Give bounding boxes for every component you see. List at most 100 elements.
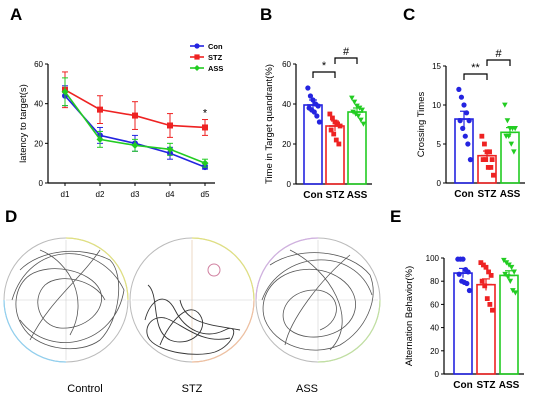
scatter-point — [456, 271, 462, 277]
scatter-point — [484, 149, 490, 155]
y-axis-label: latency to target(s) — [18, 84, 29, 163]
x-tick-label: Con — [454, 189, 473, 200]
significance-bracket — [463, 73, 488, 80]
scatter-point — [463, 110, 470, 116]
x-tick-label: d5 — [201, 190, 210, 199]
data-point — [96, 135, 104, 143]
scatter-point — [490, 307, 495, 313]
scatter-point — [466, 118, 472, 124]
panel-label-c: C — [403, 5, 415, 24]
x-tick-label: d4 — [166, 190, 175, 199]
scatter-point — [332, 119, 338, 125]
scatter-point — [482, 283, 488, 289]
scatter-point — [330, 115, 335, 121]
scatter-point — [358, 117, 364, 123]
data-point — [132, 112, 138, 119]
significance-mark: # — [495, 48, 502, 60]
y-tick-label: 5 — [437, 140, 442, 149]
scatter-point — [331, 131, 337, 137]
scatter-point — [336, 141, 342, 147]
panel-label-b: B — [260, 5, 272, 24]
significance-bracket — [486, 59, 511, 66]
scatter-point — [305, 85, 311, 91]
x-tick-label: d3 — [131, 190, 140, 199]
scatter-point — [484, 296, 490, 301]
scatter-point — [333, 137, 339, 143]
scatter-point — [487, 302, 493, 307]
scatter-point — [479, 278, 485, 284]
scatter-point — [457, 118, 463, 124]
scatter-point — [335, 121, 340, 127]
line-chart-latency: 0 20 40 60 d1 d2 d3 d4 d5 latency to target(s) * Co… — [18, 42, 223, 199]
scatter-point — [337, 123, 343, 129]
scatter-point — [350, 109, 356, 115]
significance-mark: * — [203, 108, 208, 120]
data-point — [166, 145, 174, 153]
maze-image-control — [3, 237, 129, 363]
y-tick-label: 20 — [430, 347, 439, 356]
scatter-point — [504, 274, 511, 280]
y-tick-label: 40 — [282, 100, 291, 109]
scatter-point — [354, 103, 360, 109]
maze-label-control: Control — [67, 383, 102, 395]
legend-marker — [194, 54, 200, 60]
scatter-point — [310, 97, 316, 103]
legend-marker — [194, 43, 200, 49]
scatter-point — [511, 269, 517, 275]
scatter-point — [456, 86, 462, 92]
significance-bracket — [312, 71, 336, 78]
y-tick-label: 20 — [282, 140, 291, 149]
scatter-point — [508, 141, 515, 147]
scatter-point — [502, 102, 508, 108]
legend-label: STZ — [208, 53, 223, 62]
scatter-point — [507, 278, 514, 284]
bar-chart-time-in-target: 0 20 40 60 Time in Target quandrant(%) Con STZ… — [264, 46, 372, 201]
x-tick-label: ASS — [347, 190, 368, 201]
scatter-point — [461, 102, 467, 108]
scatter-point — [349, 95, 355, 101]
data-point — [202, 124, 208, 131]
data-point — [167, 122, 173, 129]
y-tick-label: 10 — [432, 101, 441, 110]
panel-label-a: A — [10, 5, 22, 24]
scatter-point — [479, 133, 485, 139]
scatter-point — [486, 269, 491, 275]
scatter-point — [328, 127, 334, 133]
scatter-point — [327, 111, 333, 117]
scatter-point — [504, 118, 511, 124]
x-tick-label: Con — [453, 380, 472, 391]
maze-image-stz — [129, 237, 255, 363]
scatter-point — [307, 93, 314, 99]
y-tick-label: 60 — [282, 60, 291, 69]
scatter-point — [355, 113, 362, 119]
data-point — [201, 159, 209, 167]
significance-bracket — [334, 57, 358, 64]
scatter-point — [488, 165, 494, 170]
maze-label-stz: STZ — [182, 383, 203, 395]
scatter-point — [460, 125, 466, 131]
x-tick-label: STZ — [478, 189, 497, 200]
scatter-point — [467, 157, 474, 163]
scatter-point — [352, 111, 359, 117]
x-tick-label: d2 — [96, 190, 105, 199]
scatter-point — [512, 290, 519, 296]
x-tick-label: ASS — [499, 380, 520, 391]
maze-trajectory-panel: Control STZ ASS — [3, 237, 381, 395]
scatter-point — [314, 113, 320, 119]
bar-chart-alternation: 0 20 40 60 80 100 Alternation Behavior(%) Con ST… — [404, 254, 524, 391]
scatter-point — [465, 269, 471, 275]
scatter-point — [487, 149, 492, 155]
y-tick-label: 0 — [435, 370, 440, 379]
scatter-point — [458, 94, 465, 100]
scatter-point — [491, 172, 496, 178]
scatter-point — [462, 133, 468, 139]
bar-ass — [499, 274, 519, 375]
scatter-point — [360, 121, 367, 127]
scatter-point — [485, 165, 491, 170]
data-point — [61, 88, 69, 96]
scatter-point — [489, 157, 495, 162]
y-tick-label: 60 — [430, 300, 439, 309]
bar-chart-crossing-times: 0 5 10 15 Crossing Times Con STZ ASS ** # — [416, 48, 525, 200]
y-tick-label: 0 — [39, 179, 44, 188]
